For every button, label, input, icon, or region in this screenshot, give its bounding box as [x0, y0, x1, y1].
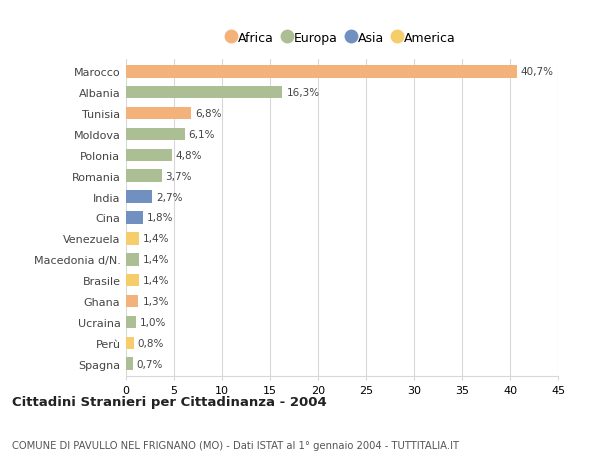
Text: 4,8%: 4,8%: [176, 151, 202, 161]
Text: 3,7%: 3,7%: [166, 171, 192, 181]
Legend: Africa, Europa, Asia, America: Africa, Europa, Asia, America: [226, 29, 458, 47]
Text: COMUNE DI PAVULLO NEL FRIGNANO (MO) - Dati ISTAT al 1° gennaio 2004 - TUTTITALIA: COMUNE DI PAVULLO NEL FRIGNANO (MO) - Da…: [12, 440, 459, 450]
Bar: [126, 358, 133, 370]
Text: 1,4%: 1,4%: [143, 255, 170, 265]
Bar: [126, 129, 185, 141]
Bar: [126, 191, 152, 203]
Text: 1,0%: 1,0%: [139, 317, 166, 327]
Text: 40,7%: 40,7%: [521, 67, 554, 77]
Bar: [126, 274, 139, 287]
Bar: [126, 295, 139, 308]
Text: 16,3%: 16,3%: [286, 88, 319, 98]
Text: 6,8%: 6,8%: [195, 109, 221, 119]
Text: 1,8%: 1,8%: [147, 213, 173, 223]
Bar: [126, 253, 139, 266]
Bar: [126, 337, 134, 349]
Bar: [126, 87, 283, 99]
Text: 1,3%: 1,3%: [142, 297, 169, 306]
Bar: [126, 66, 517, 78]
Bar: [126, 212, 143, 224]
Text: 6,1%: 6,1%: [188, 130, 215, 140]
Bar: [126, 107, 191, 120]
Text: 1,4%: 1,4%: [143, 234, 170, 244]
Text: 2,7%: 2,7%: [156, 192, 182, 202]
Bar: [126, 149, 172, 162]
Text: 0,8%: 0,8%: [137, 338, 164, 348]
Bar: [126, 170, 161, 183]
Text: Cittadini Stranieri per Cittadinanza - 2004: Cittadini Stranieri per Cittadinanza - 2…: [12, 396, 327, 409]
Text: 0,7%: 0,7%: [137, 359, 163, 369]
Bar: [126, 233, 139, 245]
Bar: [126, 316, 136, 329]
Text: 1,4%: 1,4%: [143, 275, 170, 285]
